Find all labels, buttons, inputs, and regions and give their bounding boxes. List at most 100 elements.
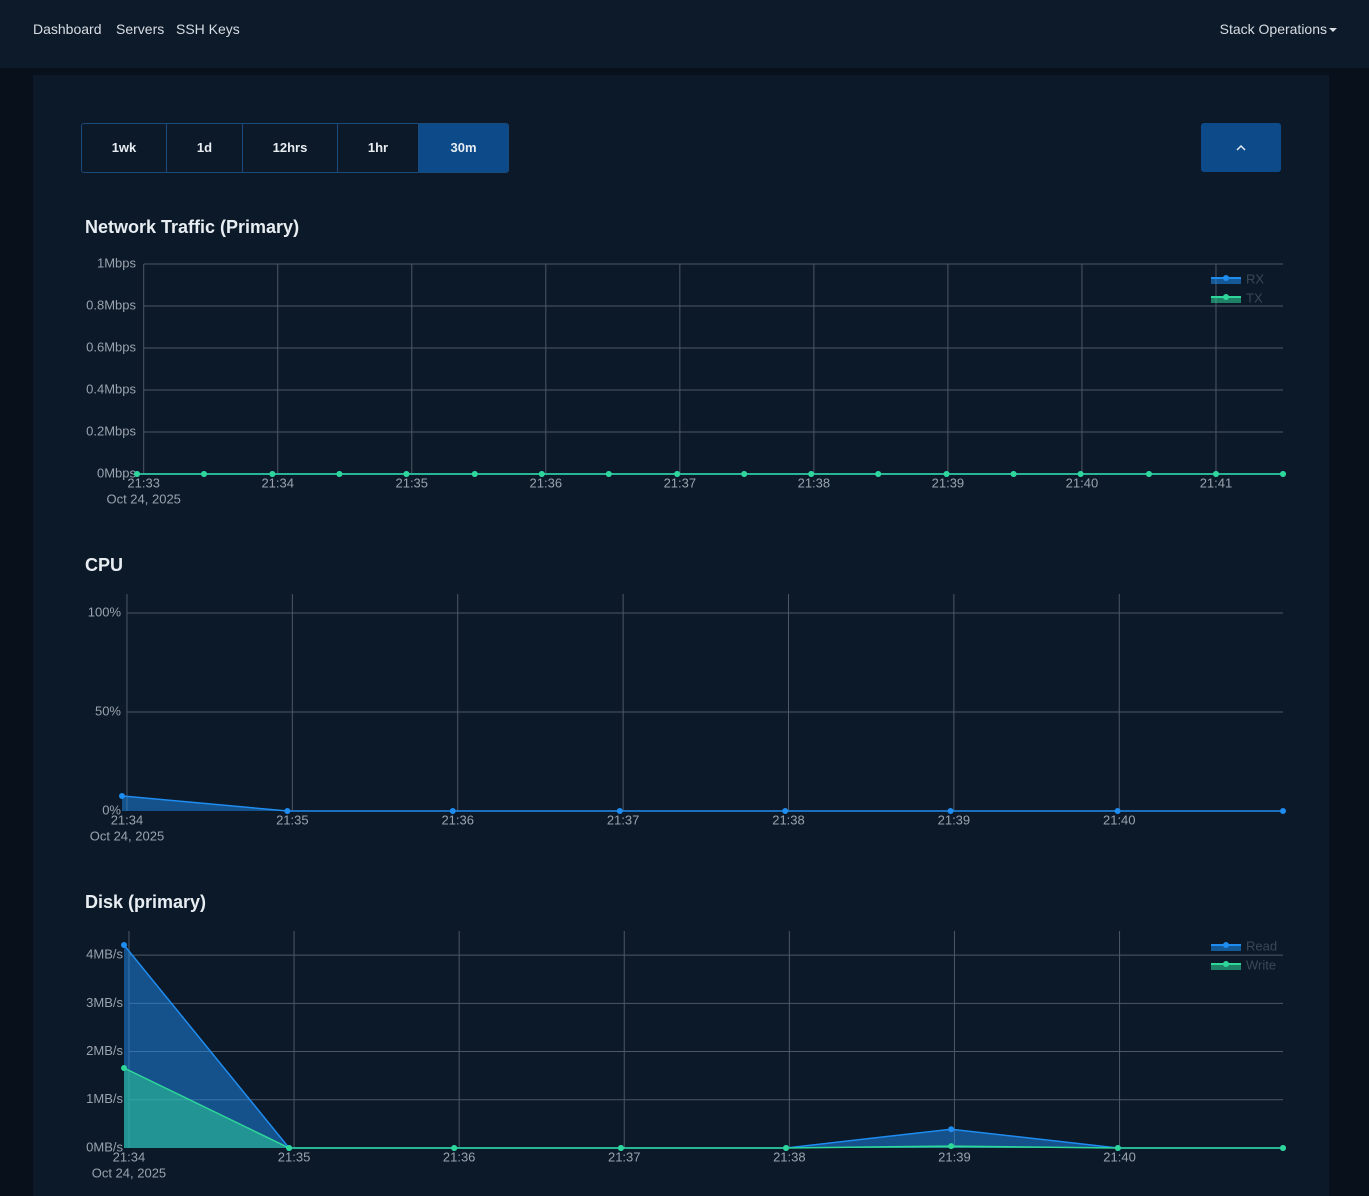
x-tick-label: 21:37 — [608, 1149, 641, 1164]
y-tick-label: 0.8Mbps — [86, 297, 136, 312]
y-tick-label: 0.6Mbps — [86, 339, 136, 354]
range-button[interactable]: 1hr — [338, 124, 419, 172]
x-tick-label: 21:35 — [395, 475, 428, 490]
point — [449, 808, 456, 814]
nav-link[interactable]: SSH Keys — [176, 21, 240, 37]
x-tick-label: 21:35 — [278, 1149, 311, 1164]
y-tick-label: 0Mbps — [97, 465, 137, 480]
point — [617, 1145, 624, 1151]
area — [124, 944, 1283, 1148]
y-tick-label: 0.2Mbps — [86, 423, 136, 438]
nav-link[interactable]: Servers — [116, 21, 165, 37]
line — [123, 944, 1283, 1149]
point — [471, 471, 478, 477]
point — [943, 471, 950, 477]
point — [1077, 471, 1084, 477]
y-tick-label: 50% — [95, 703, 121, 718]
range-button[interactable]: 1wk — [82, 124, 167, 172]
point — [119, 792, 125, 799]
y-tick-label: 1Mbps — [97, 255, 137, 270]
legend-marker — [1223, 942, 1229, 948]
legend-marker — [1223, 275, 1229, 281]
point — [674, 471, 681, 477]
point — [1280, 808, 1286, 814]
point — [134, 471, 140, 477]
legend-label: Read — [1246, 938, 1277, 953]
chart-title: CPU — [85, 555, 123, 575]
x-tick-label: 21:36 — [443, 1149, 476, 1164]
y-tick-label: 1MB/s — [86, 1091, 123, 1106]
navbar: Dashboard Servers SSH Keys Stack Operati… — [0, 0, 1369, 68]
point — [616, 808, 623, 814]
line — [121, 795, 1283, 812]
point — [1280, 1145, 1286, 1151]
nav-link[interactable]: Dashboard — [33, 21, 102, 37]
point — [121, 1064, 127, 1071]
x-date-label: Oct 24, 2025 — [90, 828, 164, 843]
y-tick-label: 0MB/s — [86, 1139, 123, 1154]
dropdown-menu[interactable]: Stack Operations — [1219, 21, 1338, 37]
point — [948, 1126, 955, 1133]
range-buttons: 1wk 1d 12hrs 1hr 30m — [81, 123, 509, 173]
point — [741, 471, 748, 477]
legend-label: RX — [1246, 271, 1264, 286]
x-date-label: Oct 24, 2025 — [106, 491, 180, 506]
line — [123, 1067, 1283, 1149]
y-tick-label: 0% — [102, 802, 121, 817]
range-button[interactable]: 30m — [419, 124, 508, 172]
x-tick-label: 21:38 — [772, 812, 805, 827]
x-tick-label: 21:34 — [111, 812, 144, 827]
y-tick-label: 4MB/s — [86, 947, 123, 962]
point — [783, 1145, 790, 1151]
x-tick-label: 21:36 — [441, 812, 474, 827]
point — [1145, 471, 1152, 477]
x-tick-label: 21:37 — [664, 475, 697, 490]
chart-title: Network Traffic (Primary) — [85, 217, 299, 237]
x-tick-label: 21:38 — [773, 1149, 806, 1164]
chevron-icon — [1236, 144, 1246, 151]
point — [1114, 808, 1121, 814]
point — [1280, 471, 1286, 477]
point — [538, 471, 545, 477]
x-tick-label: 21:39 — [938, 812, 971, 827]
legend-marker — [1223, 294, 1229, 300]
y-tick-label: 3MB/s — [86, 995, 123, 1010]
point — [336, 471, 343, 477]
point — [947, 808, 954, 814]
content-panel — [33, 75, 1329, 1196]
point — [782, 808, 789, 814]
x-tick-label: 21:41 — [1200, 475, 1233, 490]
x-tick-label: 21:38 — [798, 475, 831, 490]
point — [808, 471, 815, 477]
area — [124, 1067, 1283, 1148]
point — [1212, 471, 1219, 477]
y-tick-label: 2MB/s — [86, 1043, 123, 1058]
x-tick-label: 21:39 — [938, 1149, 971, 1164]
x-tick-label: 21:36 — [530, 475, 563, 490]
x-tick-label: 21:40 — [1066, 475, 1099, 490]
x-tick-label: 21:33 — [127, 475, 160, 490]
point — [1114, 1145, 1121, 1151]
legend-marker — [1223, 961, 1229, 967]
x-tick-label: 21:40 — [1103, 1149, 1136, 1164]
x-tick-label: 21:34 — [261, 475, 294, 490]
collapse-button[interactable] — [1201, 123, 1281, 172]
range-button[interactable]: 12hrs — [243, 124, 338, 172]
point — [403, 471, 410, 477]
y-tick-label: 0.4Mbps — [86, 381, 136, 396]
point — [875, 471, 882, 477]
x-tick-label: 21:39 — [932, 475, 965, 490]
point — [121, 941, 127, 948]
legend-label: TX — [1246, 290, 1263, 305]
x-tick-label: 21:37 — [607, 812, 640, 827]
point — [451, 1145, 458, 1151]
point — [201, 471, 208, 477]
point — [269, 471, 276, 477]
range-button[interactable]: 1d — [167, 124, 243, 172]
x-date-label: Oct 24, 2025 — [92, 1165, 166, 1180]
legend-label: Write — [1246, 957, 1276, 972]
area — [122, 795, 1283, 811]
chart-title: Disk (primary) — [85, 892, 206, 912]
